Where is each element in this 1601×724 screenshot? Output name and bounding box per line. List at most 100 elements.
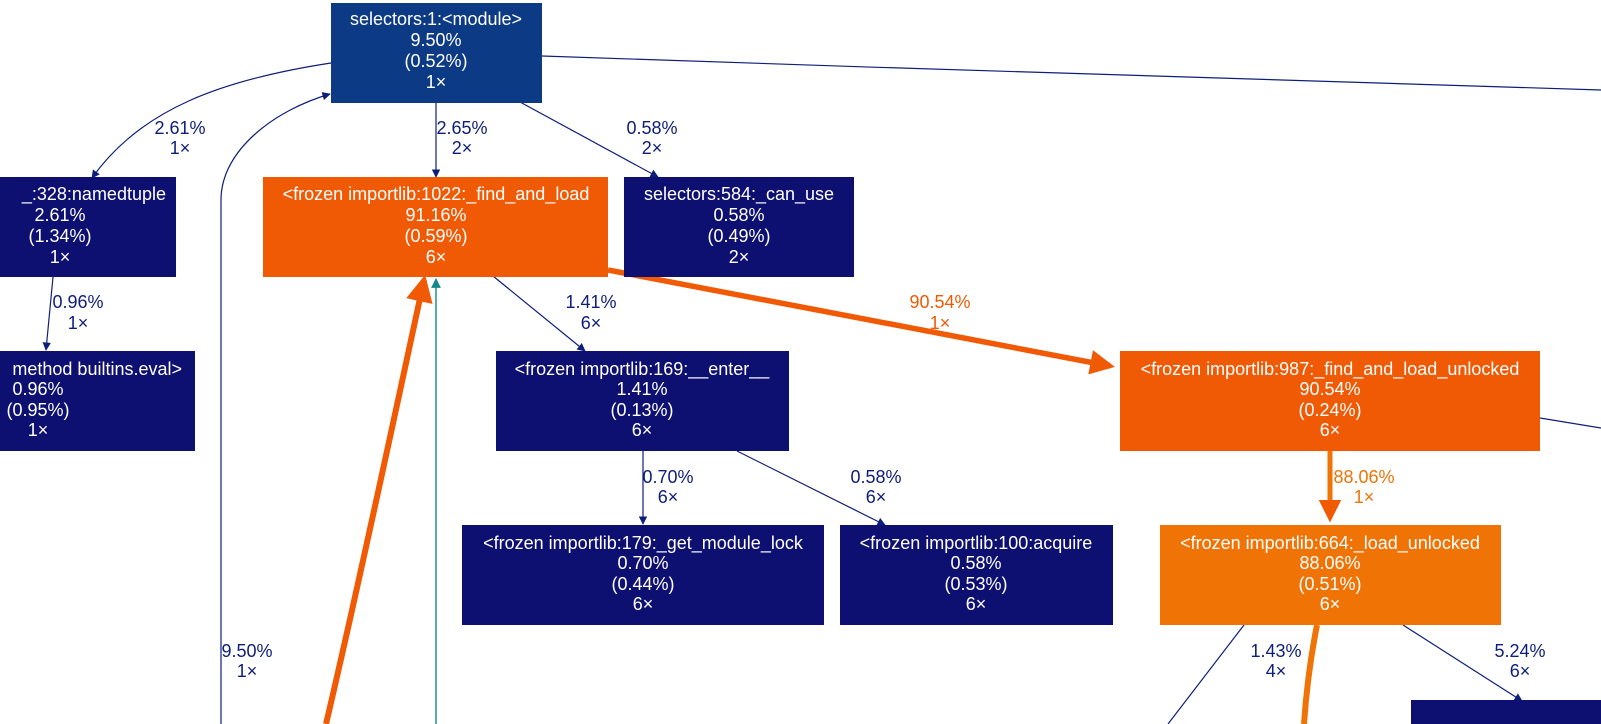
node-title: _:328:namedtuple xyxy=(21,184,166,205)
node-box[interactable] xyxy=(1160,525,1501,625)
edge-enter-to-acquire xyxy=(736,450,886,526)
node-calls: 1× xyxy=(426,72,447,92)
edge-label-pct: 5.24% xyxy=(1494,641,1545,661)
node-title: method builtins.eval> xyxy=(12,359,182,379)
node-self-pct: (0.24%) xyxy=(1298,400,1361,420)
node-acquire[interactable]: <frozen importlib:100:acquire 0.58% (0.5… xyxy=(840,525,1113,625)
node-title: <frozen importlib:987:_find_and_load_unl… xyxy=(1141,359,1520,380)
edge-label-pct: 0.58% xyxy=(850,467,901,487)
node-title: selectors:1:<module> xyxy=(350,9,522,29)
node-total-pct: 0.70% xyxy=(617,553,668,573)
node-find-and-load-unlocked[interactable]: <frozen importlib:987:_find_and_load_unl… xyxy=(1120,351,1540,451)
edge-label-count: 4× xyxy=(1266,661,1287,681)
node-total-pct: 88.06% xyxy=(1299,553,1360,573)
edge-label-pct: 1.43% xyxy=(1250,641,1301,661)
edge-loop-to-module xyxy=(220,92,331,724)
node-calls: 6× xyxy=(966,594,987,614)
edge-load-unlocked-hot-down xyxy=(1301,624,1320,724)
node-box[interactable] xyxy=(462,525,824,625)
edge-label-count: 6× xyxy=(581,313,602,333)
edge-load-unlocked-left xyxy=(1167,624,1245,724)
node-partial-bottom-right[interactable] xyxy=(1411,700,1601,724)
edge-label-pct: 9.50% xyxy=(221,641,272,661)
node-box[interactable] xyxy=(263,177,608,277)
node-calls: 1× xyxy=(50,247,71,267)
edge-label-pct: 88.06% xyxy=(1333,467,1394,487)
node-find-and-load[interactable]: <frozen importlib:1022:_find_and_load 91… xyxy=(263,177,608,277)
node-self-pct: (1.34%) xyxy=(28,226,91,246)
node-calls: 6× xyxy=(1320,594,1341,614)
edges: 2.61% 1× 2.65% 2× 0.58% 2× 0.96% 1× 1.41… xyxy=(42,55,1601,724)
edge-label-count: 6× xyxy=(1510,661,1531,681)
node-total-pct: 0.96% xyxy=(12,379,63,399)
node-total-pct: 0.58% xyxy=(950,553,1001,573)
edge-hot-recursion-to-find-and-load xyxy=(323,274,433,724)
node-total-pct: 91.16% xyxy=(405,205,466,225)
edge-module-to-namedtuple xyxy=(91,62,332,179)
node-total-pct: 9.50% xyxy=(410,30,461,50)
node-calls: 6× xyxy=(426,247,447,267)
node-load-unlocked[interactable]: <frozen importlib:664:_load_unlocked 88.… xyxy=(1160,525,1501,625)
node-builtins-eval[interactable]: method builtins.eval> 0.96% (0.95%) 1× xyxy=(0,351,195,451)
edge-label-count: 1× xyxy=(68,313,89,333)
node-title: <frozen importlib:1022:_find_and_load xyxy=(283,184,590,205)
node-title: <frozen importlib:179:_get_module_lock xyxy=(483,533,804,554)
node-box[interactable] xyxy=(331,3,542,103)
node-self-pct: (0.95%) xyxy=(6,400,69,420)
node-box[interactable] xyxy=(624,177,854,277)
edge-label-pct: 0.58% xyxy=(626,118,677,138)
node-box[interactable] xyxy=(496,351,789,451)
edge-label-count: 6× xyxy=(866,487,887,507)
node-self-pct: (0.44%) xyxy=(611,574,674,594)
edge-unlocked-to-offscreen xyxy=(1539,417,1601,429)
node-self-pct: (0.49%) xyxy=(707,226,770,246)
node-title: <frozen importlib:664:_load_unlocked xyxy=(1180,533,1480,554)
node-calls: 2× xyxy=(729,247,750,267)
edge-label-count: 6× xyxy=(658,487,679,507)
edge-label-count: 1× xyxy=(170,138,191,158)
edge-label-count: 2× xyxy=(452,138,473,158)
node-box[interactable] xyxy=(0,177,176,277)
node-box[interactable] xyxy=(1120,351,1540,451)
edge-label-pct: 90.54% xyxy=(909,292,970,312)
node-calls: 6× xyxy=(632,420,653,440)
edge-label-pct: 0.70% xyxy=(642,467,693,487)
edge-label-pct: 0.96% xyxy=(52,292,103,312)
edge-label-pct: 2.65% xyxy=(436,118,487,138)
node-selectors-module[interactable]: selectors:1:<module> 9.50% (0.52%) 1× xyxy=(331,3,542,103)
edge-label-pct: 2.61% xyxy=(154,118,205,138)
edge-label-pct: 1.41% xyxy=(565,292,616,312)
edge-module-to-can-use xyxy=(519,101,659,178)
node-can-use[interactable]: selectors:584:_can_use 0.58% (0.49%) 2× xyxy=(624,177,854,277)
node-box[interactable] xyxy=(0,351,195,451)
node-title: selectors:584:_can_use xyxy=(644,184,834,205)
node-title: <frozen importlib:100:acquire xyxy=(860,533,1093,553)
node-total-pct: 2.61% xyxy=(34,205,85,225)
node-self-pct: (0.53%) xyxy=(944,574,1007,594)
edge-label-count: 1× xyxy=(930,313,951,333)
node-title: <frozen importlib:169:__enter__ xyxy=(515,359,771,380)
edge-namedtuple-to-eval xyxy=(42,276,54,351)
edge-load-unlocked-right xyxy=(1402,624,1523,702)
node-calls: 6× xyxy=(1320,420,1341,440)
node-namedtuple[interactable]: _:328:namedtuple 2.61% (1.34%) 1× xyxy=(0,177,176,277)
node-total-pct: 1.41% xyxy=(616,379,667,399)
node-total-pct: 90.54% xyxy=(1299,379,1360,399)
node-self-pct: (0.13%) xyxy=(610,400,673,420)
node-box[interactable] xyxy=(840,525,1113,625)
node-self-pct: (0.59%) xyxy=(404,226,467,246)
node-calls: 6× xyxy=(633,594,654,614)
nodes: selectors:1:<module> 9.50% (0.52%) 1× _:… xyxy=(0,3,1601,724)
edge-find-and-load-to-enter xyxy=(492,275,586,352)
node-enter[interactable]: <frozen importlib:169:__enter__ 1.41% (0… xyxy=(496,351,789,451)
node-total-pct: 0.58% xyxy=(713,205,764,225)
node-calls: 1× xyxy=(28,420,49,440)
edge-find-and-load-to-unlocked xyxy=(607,267,1115,375)
node-self-pct: (0.51%) xyxy=(1298,574,1361,594)
node-self-pct: (0.52%) xyxy=(404,51,467,71)
node-get-module-lock[interactable]: <frozen importlib:179:_get_module_lock 0… xyxy=(462,525,824,625)
edge-label-count: 1× xyxy=(1354,487,1375,507)
edge-label-count: 1× xyxy=(237,661,258,681)
edge-label-count: 2× xyxy=(642,138,663,158)
